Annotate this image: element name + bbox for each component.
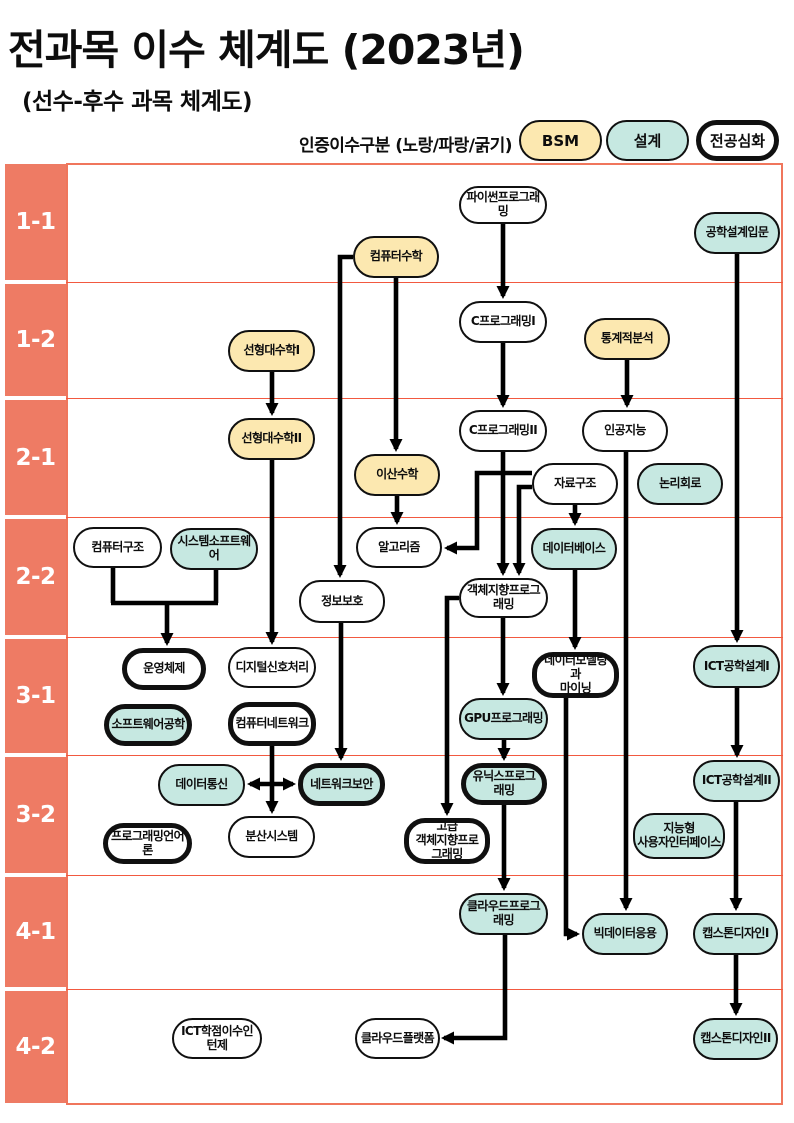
legend-pill-advanced: 전공심화 [696,120,779,161]
course-node-db: 데이터베이스 [531,528,617,570]
course-node-cloudplat: 클라우드플랫폼 [355,1018,440,1059]
course-node-unix: 유닉스프로그래밍 [461,763,547,805]
semester-row-label-text: 4-1 [15,919,56,945]
semester-row-label-text: 1-2 [15,327,56,353]
course-node-datacomm: 데이터통신 [158,764,245,806]
semester-row-label-text: 3-1 [15,683,56,709]
course-node-os: 운영체제 [122,648,206,690]
semester-row-label-text: 1-1 [15,209,56,235]
course-node-bigdata: 빅데이터응용 [582,913,668,955]
semester-row-label-4-1: 4-1 [5,877,66,987]
course-node-linalg2: 선형대수학II [228,418,315,460]
course-node-discrete: 이산수학 [354,454,440,496]
course-node-cprog2: C프로그래밍II [459,410,547,452]
semester-row-label-4-2: 4-2 [5,991,66,1103]
semester-row-label-2-2: 2-2 [5,519,66,635]
row-separator-line [66,637,783,638]
row-separator-line [66,755,783,756]
semester-row-label-text: 2-1 [15,444,56,471]
semester-row-label-text: 4-2 [15,1034,56,1060]
course-node-cap1: 캡스톤디자인I [693,913,778,955]
course-node-datamodel: 데이터모델링과 마이닝 [532,652,619,698]
semester-row-label-text: 3-2 [15,802,56,828]
page-subtitle: (선수-후수 과목 체계도) [22,89,253,115]
course-node-gpu: GPU프로그래밍 [459,698,548,740]
row-separator-line [66,282,783,283]
course-node-dsp: 디지털신호처리 [228,647,316,688]
course-node-comparch: 컴퓨터구조 [73,527,162,568]
row-separator-line [66,875,783,876]
diagram-frame [66,163,783,1105]
course-node-distsys: 분산시스템 [228,816,315,858]
legend-label: 인증이수구분 (노랑/파랑/굵기) [298,136,513,156]
semester-row-label-1-1: 1-1 [5,164,66,280]
course-node-ictintern: ICT학점이수인턴제 [172,1018,262,1059]
semester-row-label-3-1: 3-1 [5,639,66,753]
course-node-stat: 통계적분석 [584,318,670,360]
course-node-datastruct: 자료구조 [532,463,618,505]
course-node-netcourse: 컴퓨터네트워크 [228,702,316,746]
legend-pill-bsm: BSM [519,120,602,161]
course-node-compmath: 컴퓨터수학 [353,236,439,278]
course-node-infosec: 정보보호 [299,580,385,623]
course-node-python: 파이썬프로그래밍 [459,186,547,224]
course-node-swe: 소프트웨어공학 [104,704,192,746]
course-node-netsec: 네트워크보안 [298,763,385,806]
course-node-oop: 객체지향프로그래밍 [459,578,548,618]
semester-row-label-3-2: 3-2 [5,757,66,873]
row-separator-line [66,517,783,518]
course-node-syssw: 시스템소프트웨어 [170,528,258,570]
course-node-proglang: 프로그래밍언어론 [103,823,192,864]
course-node-advoop: 고급 객체지향프로그래밍 [404,818,490,864]
semester-row-label-1-2: 1-2 [5,284,66,396]
course-node-linalg1: 선형대수학I [228,330,315,372]
legend-pill-design-label: 설계 [633,132,662,150]
course-node-cap2: 캡스톤디자인II [693,1018,778,1060]
row-separator-line [66,989,783,990]
page-title: 전과목 이수 체계도 (2023년) [8,26,525,74]
course-node-algo: 알고리즘 [356,527,442,568]
row-separator-line [66,398,783,399]
course-node-engdesign: 공학설계입문 [694,212,780,254]
legend-pill-advanced-label: 전공심화 [709,132,766,150]
course-node-cprog1: C프로그래밍I [459,301,547,343]
course-node-logic: 논리회로 [637,463,723,505]
legend-pill-bsm-label: BSM [541,131,580,150]
semester-row-label-2-1: 2-1 [5,400,66,515]
course-node-ict2: ICT공학설계II [693,760,780,802]
course-node-cloudprog: 클라우드프로그래밍 [459,893,548,935]
legend-pill-design: 설계 [606,120,689,161]
course-node-ict1: ICT공학설계I [693,645,780,688]
course-node-ai: 인공지능 [582,410,668,452]
semester-row-label-text: 2-2 [15,564,56,590]
course-node-intelui: 지능형 사용자인터페이스 [633,813,725,859]
